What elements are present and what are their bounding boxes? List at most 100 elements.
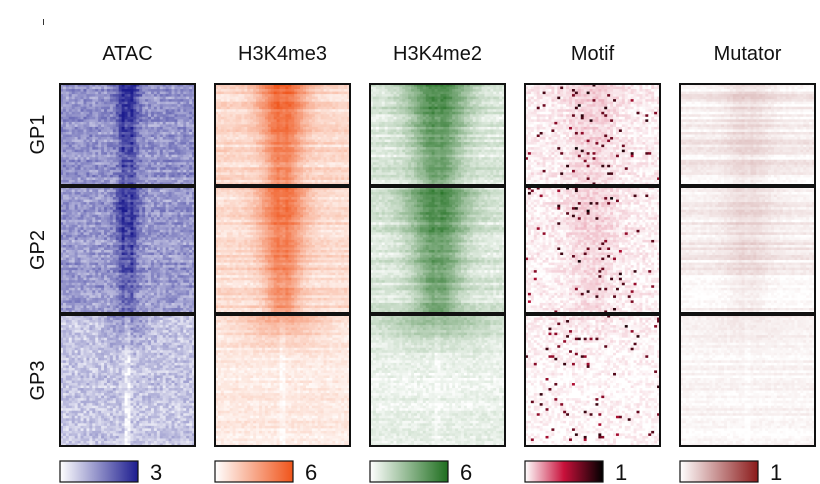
heatmap-cell <box>69 89 72 92</box>
heatmap-cell <box>133 160 136 163</box>
heatmap-cell <box>63 258 66 261</box>
heatmap-cell <box>189 305 192 308</box>
heatmap-cell <box>81 129 84 132</box>
heatmap-cell <box>63 295 66 298</box>
heatmap-cell <box>154 205 157 208</box>
heatmap-cell <box>63 217 66 220</box>
heatmap-cell <box>180 338 183 341</box>
heatmap-cell <box>83 232 86 235</box>
heatmap-cell <box>163 195 166 198</box>
heatmap-cell <box>160 290 163 293</box>
heatmap-cell <box>104 308 107 311</box>
heatmap-cell <box>72 323 75 326</box>
heatmap-cell <box>98 275 101 278</box>
heatmap-cell <box>119 220 122 223</box>
heatmap-cell <box>95 92 98 95</box>
heatmap-cell <box>101 205 104 208</box>
heatmap-cell <box>92 190 95 193</box>
heatmap-cell <box>113 210 116 213</box>
heatmap-cell <box>75 250 78 253</box>
heatmap-cell <box>107 308 110 311</box>
heatmap-cell <box>119 343 122 346</box>
heatmap-cell <box>145 114 148 117</box>
heatmap-cell <box>104 222 107 225</box>
heatmap-cell <box>78 117 81 120</box>
heatmap-cell <box>81 235 84 238</box>
heatmap-cell <box>72 114 75 117</box>
heatmap-cell <box>101 222 104 225</box>
heatmap-cell <box>98 285 101 288</box>
heatmap-cell <box>177 215 180 218</box>
heatmap-cell <box>189 247 192 250</box>
heatmap-cell <box>83 112 86 115</box>
heatmap-cell <box>107 300 110 303</box>
heatmap-cell <box>154 290 157 293</box>
heatmap-cell <box>133 320 136 323</box>
heatmap-cell <box>66 180 69 183</box>
heatmap-cell <box>157 129 160 132</box>
heatmap-cell <box>122 305 125 308</box>
heatmap-cell <box>169 305 172 308</box>
heatmap-cell <box>130 197 133 200</box>
heatmap-cell <box>75 192 78 195</box>
heatmap-cell <box>148 135 151 138</box>
heatmap-cell <box>177 290 180 293</box>
heatmap-cell <box>95 165 98 168</box>
heatmap-cell <box>139 152 142 155</box>
heatmap-cell <box>145 200 148 203</box>
heatmap-cell <box>145 275 148 278</box>
heatmap-cell <box>113 152 116 155</box>
heatmap-cell <box>128 225 131 228</box>
heatmap-cell <box>83 117 86 120</box>
heatmap-cell <box>145 207 148 210</box>
heatmap-cell <box>174 175 177 178</box>
heatmap-cell <box>142 112 145 115</box>
heatmap-cell <box>119 180 122 183</box>
heatmap-cell <box>180 260 183 263</box>
heatmap-cell <box>183 250 186 253</box>
heatmap-cell <box>107 358 110 361</box>
heatmap-cell <box>145 230 148 233</box>
heatmap-cell <box>128 145 131 148</box>
heatmap-cell <box>125 142 128 145</box>
heatmap-cell <box>92 355 95 358</box>
heatmap-cell <box>151 335 154 338</box>
heatmap-cell <box>183 200 186 203</box>
heatmap-cell <box>189 127 192 130</box>
heatmap-cell <box>75 330 78 333</box>
heatmap-cell <box>104 253 107 256</box>
heatmap-cell <box>157 114 160 117</box>
heatmap-cell <box>133 132 136 135</box>
heatmap-cell <box>189 268 192 271</box>
heatmap-cell <box>169 190 172 193</box>
heatmap-cell <box>116 350 119 353</box>
heatmap-cell <box>172 202 175 205</box>
heatmap-cell <box>133 350 136 353</box>
heatmap-cell <box>160 237 163 240</box>
heatmap-cell <box>107 102 110 105</box>
heatmap-cell <box>186 273 189 276</box>
heatmap-cell <box>142 220 145 223</box>
heatmap-cell <box>110 157 113 160</box>
heatmap-cell <box>183 247 186 250</box>
heatmap-cell <box>75 215 78 218</box>
heatmap-cell <box>174 227 177 230</box>
heatmap-cell <box>136 132 139 135</box>
heatmap-cell <box>189 142 192 145</box>
heatmap-cell <box>148 150 151 153</box>
heatmap-cell <box>189 358 192 361</box>
heatmap-cell <box>116 97 119 100</box>
heatmap-cell <box>186 320 189 323</box>
heatmap-cell <box>151 160 154 163</box>
heatmap-cell <box>119 119 122 122</box>
heatmap-cell <box>98 328 101 331</box>
heatmap-cell <box>113 348 116 351</box>
heatmap-cell <box>130 210 133 213</box>
heatmap-cell <box>154 160 157 163</box>
heatmap-cell <box>186 278 189 281</box>
heatmap-cell <box>145 152 148 155</box>
heatmap-cell <box>69 127 72 130</box>
heatmap-cell <box>133 330 136 333</box>
heatmap-cell <box>133 343 136 346</box>
heatmap-cell <box>148 278 151 281</box>
